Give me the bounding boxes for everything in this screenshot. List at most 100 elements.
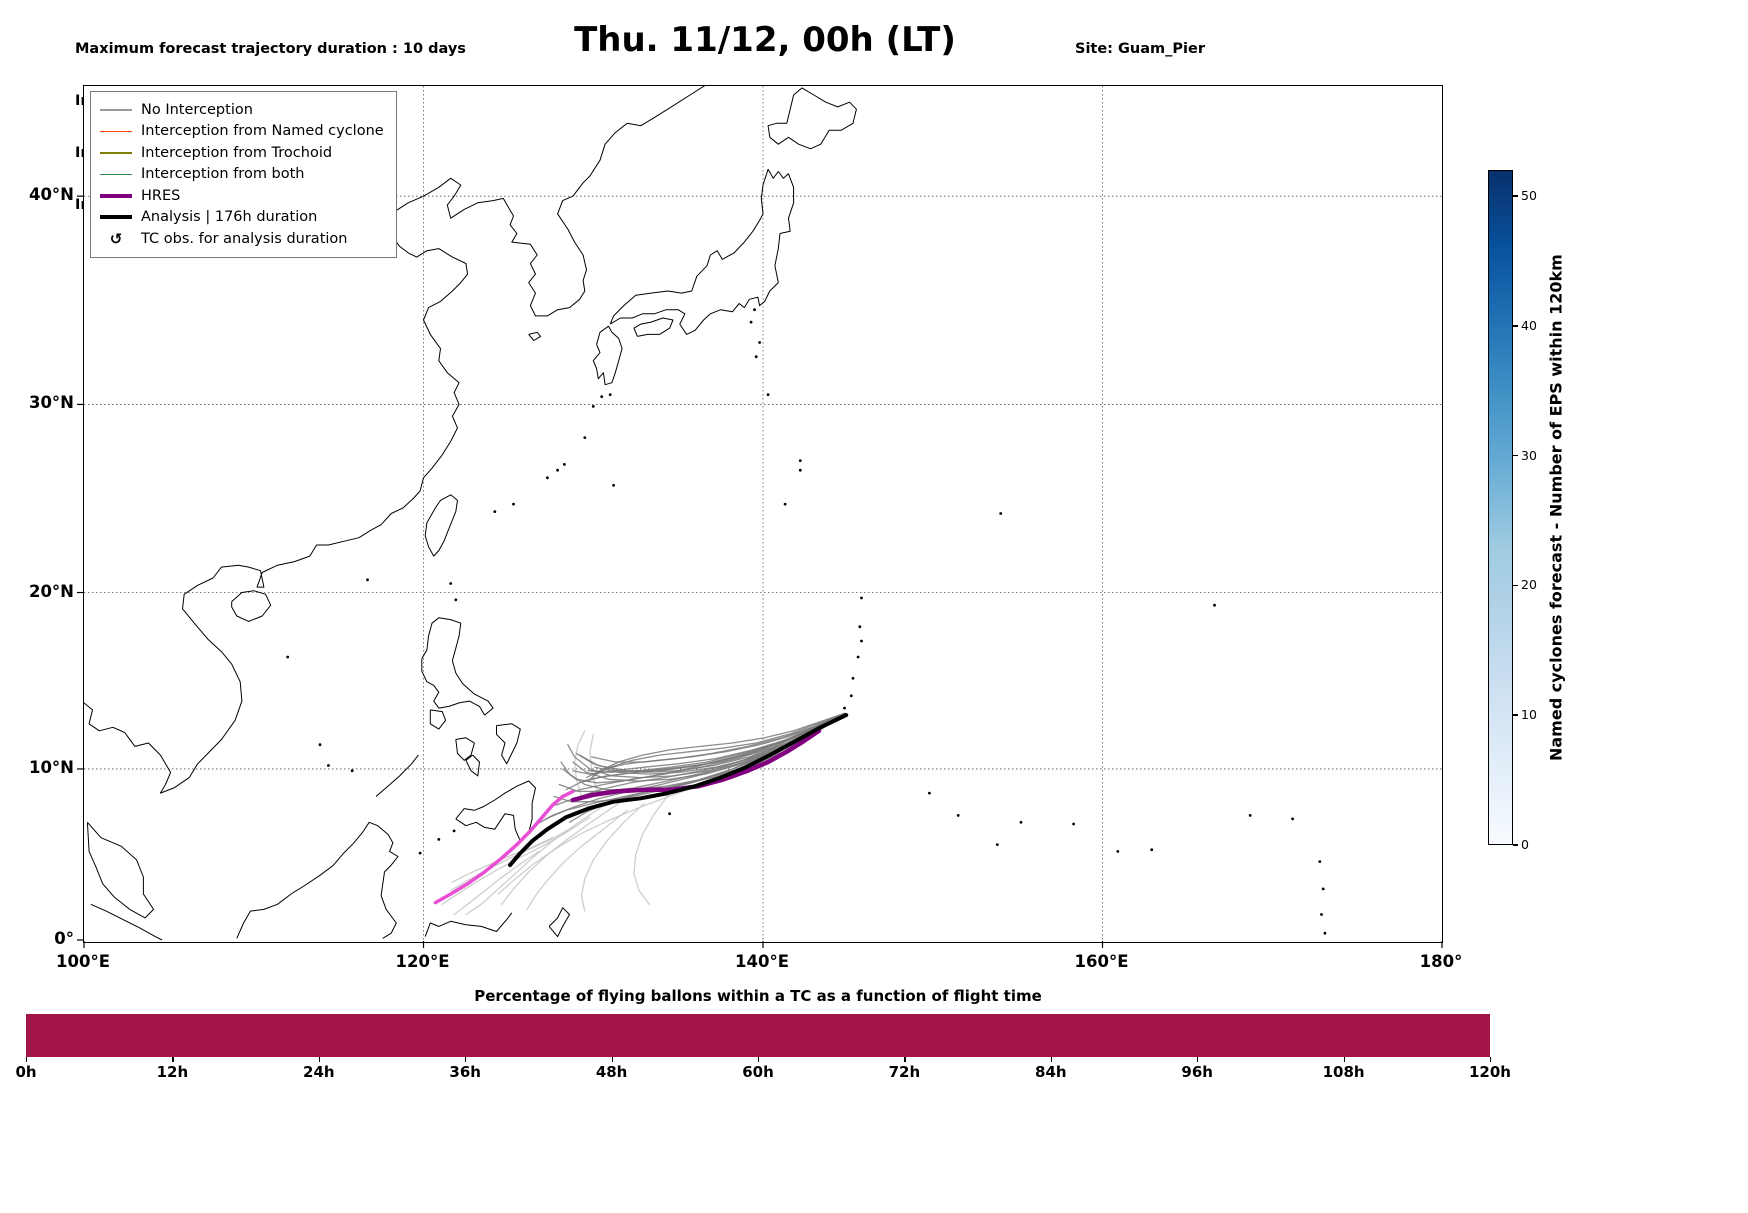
map-x-tick-label: 100°E: [56, 952, 110, 971]
map-x-tick-label: 160°E: [1074, 952, 1129, 971]
map-canvas: [77, 86, 1443, 948]
legend-item: Interception from Trochoid: [100, 142, 384, 164]
bar-x-tick-label: 48h: [595, 1063, 628, 1081]
colorbar-tick-mark: [1513, 584, 1518, 587]
bar-segment: [1090, 1014, 1224, 1057]
bar-x-tick-mark: [1050, 1057, 1052, 1062]
map-y-tick-label: 20°N: [28, 581, 74, 601]
bar-segment: [957, 1014, 1091, 1057]
bar-segment: [292, 1014, 426, 1057]
trajectory-ensemble-no-interception: [587, 712, 846, 774]
bar-x-tick-mark: [1343, 1057, 1345, 1062]
header-left-line: Maximum forecast trajectory duration : 1…: [75, 40, 466, 57]
colorbar-tick-mark: [1513, 325, 1518, 327]
trajectory-ensemble-light: [526, 809, 628, 911]
trajectory-analysis: [508, 713, 849, 868]
bar-x-tick-mark: [758, 1057, 760, 1062]
legend-label: Interception from Trochoid: [141, 144, 333, 161]
bar-x-tick-mark: [26, 1057, 28, 1062]
legend-item: Interception from Named cyclone: [100, 121, 384, 143]
bar-x-tick-label: 108h: [1322, 1063, 1365, 1081]
legend-label: Interception from both: [141, 166, 305, 183]
trajectory-ensemble-no-interception: [553, 712, 846, 803]
trajectory-ensemble-light: [453, 850, 540, 916]
bar-x-tick-label: 96h: [1181, 1063, 1213, 1081]
map-x-tick-label: 140°E: [735, 952, 789, 971]
bar-x-tick-label: 120h: [1469, 1063, 1511, 1081]
colorbar-gradient: [1489, 171, 1512, 844]
trajectory-ensemble-light: [573, 730, 586, 798]
legend-label: HRES: [141, 187, 181, 204]
trajectory-ensemble-no-interception: [592, 712, 846, 777]
legend-item: No Interception: [100, 99, 384, 121]
bar-x-tick-mark: [465, 1057, 467, 1062]
colorbar-tick-label: 0: [1521, 837, 1529, 852]
legend-line-no-interception-icon: [100, 109, 132, 111]
bar-x-tick-label: 36h: [449, 1063, 481, 1081]
bar-x-tick-label: 60h: [742, 1063, 774, 1081]
legend-line-both-icon: [100, 173, 132, 175]
trajectory-ensemble-light: [441, 816, 591, 905]
colorbar-label: Named cyclones forecast - Number of EPS …: [1546, 254, 1566, 761]
legend-line-trochoid-icon: [100, 152, 132, 154]
trajectory-magenta-track: [433, 789, 575, 905]
map-x-tick-label: 180°: [1419, 952, 1463, 971]
tc-obs-icon: ↺: [109, 229, 123, 248]
legend-line-analysis-icon: [100, 215, 132, 220]
colorbar-tick-label: 40: [1521, 317, 1537, 333]
bar-segment: [1223, 1014, 1357, 1057]
bar-x-tick-label: 12h: [156, 1063, 189, 1081]
colorbar-tick-mark: [1513, 844, 1518, 846]
bar-segment: [26, 1014, 160, 1057]
legend-label: No Interception: [141, 101, 253, 118]
map-x-tick-label: 120°E: [395, 952, 450, 971]
bar-x-tick-label: 72h: [888, 1063, 921, 1081]
bar-chart-title: Percentage of flying ballons within a TC…: [474, 987, 1042, 1005]
bar-segment: [691, 1014, 825, 1057]
map-y-tick-label: 10°N: [28, 757, 74, 777]
legend-item: HRES: [100, 185, 384, 207]
bar-x-tick-mark: [1490, 1057, 1492, 1062]
map-y-tick-label: 40°N: [28, 185, 74, 205]
colorbar-tick-label: 10: [1521, 707, 1537, 723]
legend-item: Analysis | 176h duration: [100, 207, 384, 229]
colorbar-tick-mark: [1513, 195, 1518, 197]
bar-x-tick-label: 84h: [1035, 1063, 1067, 1081]
bar-x-tick-mark: [611, 1057, 613, 1062]
bar-chart-plot: [26, 1014, 1491, 1057]
colorbar-tick-label: 20: [1521, 577, 1537, 593]
map-panel: No Interception Interception from Named …: [77, 85, 1443, 948]
legend-line-hres-icon: [100, 193, 132, 198]
colorbar-tick-mark: [1513, 714, 1518, 716]
bar-x-tick-mark: [172, 1057, 174, 1062]
trajectory-ensemble-light: [500, 802, 620, 905]
legend-label: TC obs. for analysis duration: [141, 230, 348, 247]
header-right-line: Site: Guam_Pier: [1075, 40, 1205, 57]
bar-x-tick-mark: [1197, 1057, 1199, 1062]
bar-segment: [1356, 1014, 1491, 1057]
trajectory-ensemble-light: [450, 826, 574, 892]
colorbar-tick-label: 30: [1521, 447, 1537, 463]
bar-x-tick-mark: [904, 1057, 906, 1062]
trajectory-ensemble-no-interception: [590, 712, 846, 763]
legend-item: Interception from both: [100, 164, 384, 186]
trajectory-ensemble-light: [633, 792, 671, 905]
bar-x-tick-mark: [318, 1057, 320, 1062]
bar-segment: [824, 1014, 958, 1057]
bar-segment: [558, 1014, 692, 1057]
bar-x-tick-label: 24h: [303, 1063, 335, 1081]
colorbar-tick-label: 50: [1521, 187, 1537, 203]
legend-label: Interception from Named cyclone: [141, 123, 384, 140]
trajectory-ensemble-light: [451, 837, 554, 883]
figure-title: Thu. 11/12, 00h (LT): [574, 20, 956, 60]
legend-label: Analysis | 176h duration: [141, 209, 318, 226]
colorbar-tick-mark: [1513, 454, 1518, 457]
trajectory-ensemble-light: [465, 806, 603, 916]
trajectory-ensemble-light: [580, 802, 645, 912]
map-y-tick-label: 30°N: [28, 393, 74, 413]
map-legend: No Interception Interception from Named …: [90, 91, 397, 258]
trajectory-ensemble-no-interception: [587, 712, 846, 782]
bar-segment: [159, 1014, 293, 1057]
legend-line-named-cyclone-icon: [100, 130, 132, 132]
